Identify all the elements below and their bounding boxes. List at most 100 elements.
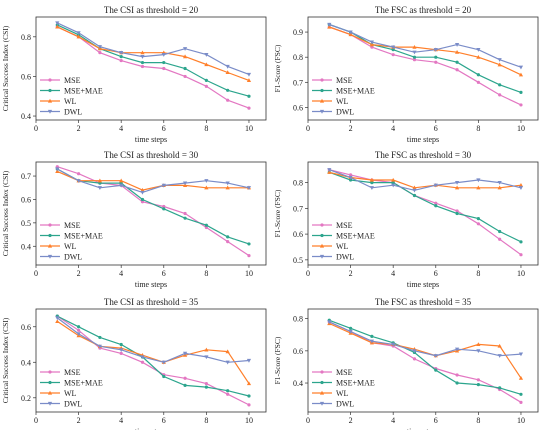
x-tick-label: 10 xyxy=(245,124,253,133)
x-tick-label: 8 xyxy=(476,416,480,425)
series-line-0 xyxy=(57,26,250,109)
data-point xyxy=(225,70,230,75)
data-point xyxy=(119,348,124,353)
legend-marker xyxy=(47,98,53,103)
series-line-0 xyxy=(57,166,250,257)
data-point xyxy=(327,168,332,172)
x-tick-label: 6 xyxy=(162,416,166,425)
x-tick-label: 6 xyxy=(434,124,438,133)
data-point xyxy=(140,55,145,59)
data-point xyxy=(519,90,523,94)
legend-label: MSE xyxy=(336,368,353,377)
data-point xyxy=(348,30,353,35)
legend-label: MSE xyxy=(336,221,353,230)
data-point xyxy=(391,45,396,50)
chart-title: The FSC as threshold = 20 xyxy=(375,5,472,15)
series-line-3 xyxy=(329,23,522,68)
x-tick-label: 0 xyxy=(34,269,38,278)
x-tick-label: 4 xyxy=(119,269,123,278)
x-tick-label: 0 xyxy=(34,124,38,133)
x-tick-label: 10 xyxy=(517,124,525,133)
data-point xyxy=(55,316,60,321)
chart-title: The CSI as threshold = 20 xyxy=(104,5,199,15)
series-line-3 xyxy=(329,321,522,357)
data-point xyxy=(226,239,230,244)
legend-marker xyxy=(48,380,52,385)
data-point xyxy=(348,175,353,180)
data-point xyxy=(204,185,209,190)
data-point xyxy=(391,53,395,57)
data-point xyxy=(455,381,459,385)
series-line-1 xyxy=(329,171,522,243)
x-tick-label: 8 xyxy=(204,416,208,425)
data-point xyxy=(454,181,460,185)
legend-label: WL xyxy=(64,242,77,251)
data-point xyxy=(455,211,459,216)
x-tick-label: 0 xyxy=(306,269,310,278)
data-point xyxy=(412,349,417,354)
data-point xyxy=(412,44,417,49)
data-point xyxy=(247,394,251,398)
chart-panel-6: The FSC as threshold = 35 0 2 4 6 8 10 0.4 0.6 0.… xyxy=(273,297,539,430)
x-tick-label: 10 xyxy=(517,269,525,278)
x-tick-label: 6 xyxy=(434,269,438,278)
data-point xyxy=(226,392,230,396)
plot-area xyxy=(307,16,539,121)
data-point xyxy=(98,51,102,55)
legend-marker xyxy=(319,254,325,259)
data-point xyxy=(498,229,502,234)
plot-area xyxy=(35,308,267,413)
series-line-2 xyxy=(57,170,249,191)
data-point xyxy=(183,66,187,71)
data-point xyxy=(226,389,230,393)
data-point xyxy=(97,186,102,190)
data-point xyxy=(247,403,251,407)
data-point xyxy=(246,381,252,386)
data-point xyxy=(182,47,188,51)
y-tick-label: 0.8 xyxy=(293,53,303,62)
data-point xyxy=(183,211,187,216)
data-point xyxy=(391,181,395,185)
y-tick-label: 0.9 xyxy=(293,28,303,37)
data-point xyxy=(119,51,124,55)
legend-label: MSE+MAE xyxy=(336,232,375,241)
data-point xyxy=(97,178,102,183)
data-point xyxy=(226,98,230,102)
data-point xyxy=(498,83,502,87)
data-point xyxy=(519,240,523,244)
y-axis-label: F1-Score (FSC) xyxy=(273,44,282,92)
data-point xyxy=(434,55,438,59)
x-tick-label: 8 xyxy=(204,269,208,278)
data-point xyxy=(497,343,502,348)
chart-panel-3: The CSI as threshold = 30 0 2 4 6 8 10 0.4 0.5 0.… xyxy=(1,150,267,289)
legend-marker xyxy=(47,254,53,259)
series-line-2 xyxy=(56,320,250,384)
data-point xyxy=(476,185,481,190)
data-point xyxy=(76,325,81,329)
x-tick-label: 2 xyxy=(77,269,81,278)
x-axis-label: time steps xyxy=(135,280,167,289)
data-point xyxy=(140,190,145,195)
x-axis-label: time steps xyxy=(135,135,167,144)
data-point xyxy=(204,84,208,88)
chart-title: The FSC as threshold = 30 xyxy=(375,150,472,160)
legend-label: WL xyxy=(336,97,349,106)
data-point xyxy=(369,177,374,182)
data-point xyxy=(519,400,523,404)
data-point xyxy=(391,48,395,52)
data-point xyxy=(497,58,502,62)
data-point xyxy=(497,354,502,358)
legend-marker xyxy=(48,233,52,238)
data-point xyxy=(225,181,230,186)
legend-label: DWL xyxy=(336,108,354,117)
legend-label: WL xyxy=(64,389,77,398)
legend-marker xyxy=(48,78,52,82)
y-tick-label: 0.7 xyxy=(21,172,31,181)
series-line-3 xyxy=(56,317,250,363)
y-axis-label: Critical Success Index (CSI) xyxy=(1,317,10,403)
data-point xyxy=(454,43,460,47)
data-point xyxy=(434,60,438,64)
data-point xyxy=(497,185,502,190)
y-tick-label: 0.6 xyxy=(21,195,31,204)
